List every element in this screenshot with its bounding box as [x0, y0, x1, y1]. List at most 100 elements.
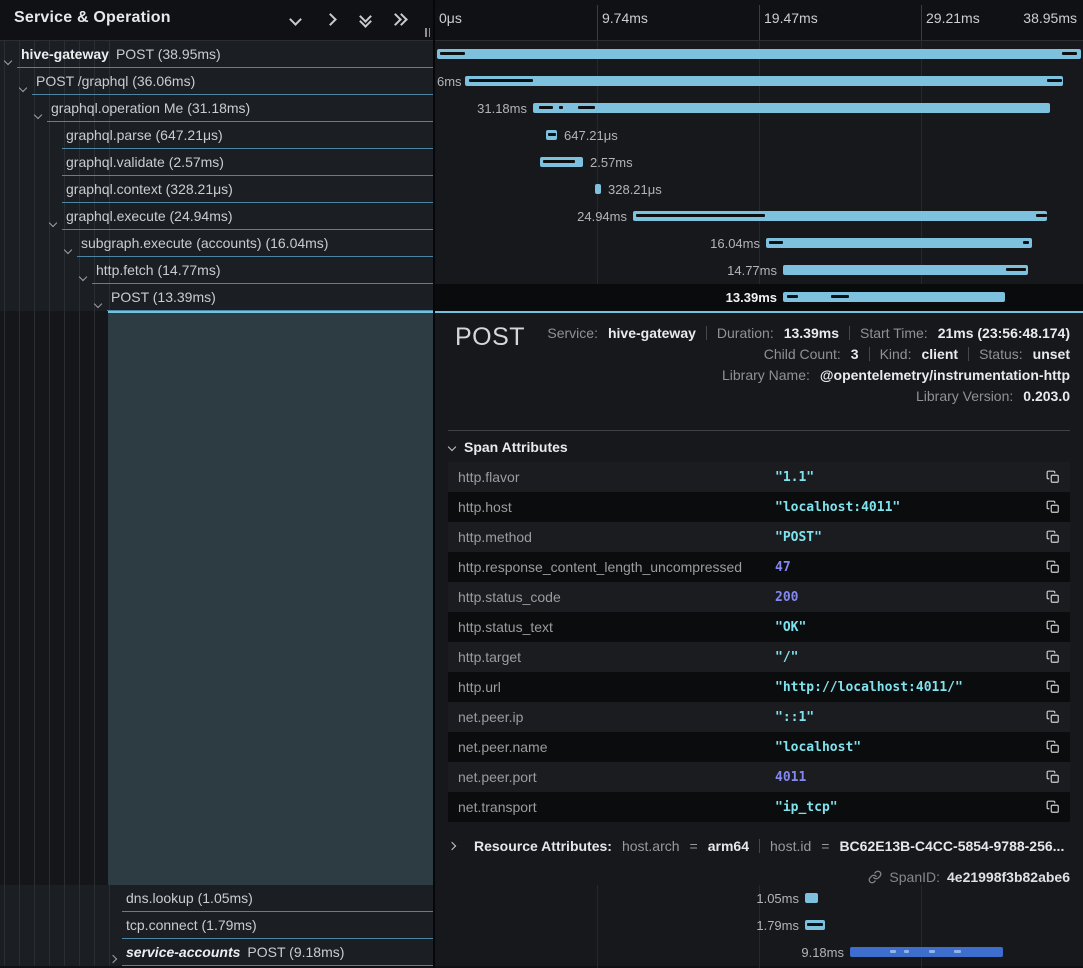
span-timeline-row[interactable]: 24.94ms [435, 203, 1083, 230]
span-tree-row[interactable]: graphql.execute (24.94ms) [0, 203, 433, 230]
span-tree-row[interactable]: graphql.operation Me (31.18ms) [0, 95, 433, 122]
copy-icon[interactable] [1046, 680, 1060, 694]
attribute-value: "http://localhost:4011/" [775, 679, 963, 695]
collapse-one-icon[interactable] [288, 12, 302, 26]
span-duration-bar[interactable] [783, 265, 1028, 275]
attribute-value: "1.1" [775, 469, 815, 485]
tree-header: Service & Operation [0, 0, 433, 41]
span-duration-bar[interactable] [766, 238, 1032, 248]
span-timeline-row[interactable]: 16.04ms [435, 230, 1083, 257]
span-timeline-row[interactable]: 6ms [435, 68, 1083, 95]
span-duration-bar[interactable] [533, 103, 1050, 113]
span-detail-title: POST [455, 323, 526, 351]
resource-attributes-row[interactable]: Resource Attributes: host.arch = arm64 host.… [447, 838, 1064, 854]
span-timeline-row[interactable]: 1.79ms [435, 912, 1083, 939]
meta-separator [759, 839, 760, 853]
chevron-down-icon[interactable] [48, 213, 58, 231]
attribute-value: "OK" [775, 619, 807, 635]
span-tree-row[interactable]: POST (13.39ms) [0, 284, 433, 311]
expand-all-icon[interactable] [389, 12, 408, 26]
copy-icon[interactable] [1046, 470, 1060, 484]
detail-meta-line: Service: hive-gateway Duration: 13.39ms Star… [547, 325, 1070, 341]
attribute-row: net.transport "ip_tcp" [448, 792, 1070, 822]
span-timeline-row[interactable]: 2.57ms [435, 149, 1083, 176]
child-span-marker [904, 950, 909, 953]
attribute-key: http.status_text [458, 619, 553, 635]
child-span-marker [548, 133, 556, 136]
span-duration-bar[interactable] [805, 893, 818, 903]
child-span-marker [831, 295, 849, 298]
child-span-marker [636, 214, 765, 217]
copy-icon[interactable] [1046, 620, 1060, 634]
span-tree-row[interactable]: hive-gateway POST (38.95ms) [0, 41, 433, 68]
expand-one-icon[interactable] [323, 12, 337, 26]
chevron-down-icon[interactable] [3, 51, 13, 69]
copy-icon[interactable] [1046, 590, 1060, 604]
span-tree-row[interactable]: dns.lookup (1.05ms) [0, 885, 433, 912]
timeline-tick-label: 29.21ms [926, 10, 980, 26]
span-timeline-row[interactable]: 1.05ms [435, 885, 1083, 912]
span-tree-row[interactable]: graphql.context (328.21μs) [0, 176, 433, 203]
copy-icon[interactable] [1046, 710, 1060, 724]
span-timeline-row[interactable] [435, 41, 1083, 68]
span-detail-panel: POST Service: hive-gateway Duration: 13.39m… [435, 311, 1083, 885]
span-timeline-row[interactable]: 328.21μs [435, 176, 1083, 203]
span-tree-row[interactable]: subgraph.execute (accounts) (16.04ms) [0, 230, 433, 257]
chevron-down-icon[interactable] [93, 294, 103, 312]
detail-divider [448, 430, 1070, 431]
timeline-tick-label: 38.95ms [1023, 10, 1077, 26]
span-duration-bar[interactable] [595, 184, 601, 194]
resource-value: arm64 [707, 838, 749, 854]
child-span-marker [559, 106, 563, 109]
copy-icon[interactable] [1046, 740, 1060, 754]
attribute-value: 4011 [775, 769, 807, 785]
timeline-gridline [597, 41, 598, 311]
copy-icon[interactable] [1046, 650, 1060, 664]
chevron-right-icon[interactable] [108, 949, 118, 967]
child-span-marker [890, 950, 896, 953]
span-timeline-row[interactable]: 647.21μs [435, 122, 1083, 149]
span-timeline-row[interactable]: 31.18ms [435, 95, 1083, 122]
span-duration-bar[interactable] [633, 211, 1047, 221]
copy-icon[interactable] [1046, 770, 1060, 784]
service-name: hive-gateway [21, 46, 109, 62]
chevron-down-icon[interactable] [33, 105, 43, 123]
span-duration-bar[interactable] [783, 292, 1005, 302]
attribute-value: "ip_tcp" [775, 799, 838, 815]
copy-icon[interactable] [1046, 500, 1060, 514]
chevron-down-icon[interactable] [63, 240, 73, 258]
attribute-value: 200 [775, 589, 799, 605]
meta-value: @opentelemetry/instrumentation-http [819, 367, 1070, 383]
span-tree-row[interactable]: tcp.connect (1.79ms) [0, 912, 433, 939]
span-duration-label: 24.94ms [577, 209, 627, 224]
meta-label: Library Name: [721, 367, 810, 383]
span-timeline-row[interactable]: 13.39ms [435, 284, 1083, 311]
span-duration-bar[interactable] [465, 76, 1063, 86]
attribute-value: "/" [775, 649, 799, 665]
operation-name: graphql.context (328.21μs) [66, 181, 233, 197]
timeline-header-separator [921, 5, 922, 40]
span-duration-bar[interactable] [850, 947, 1003, 957]
span-tree-row[interactable]: http.fetch (14.77ms) [0, 257, 433, 284]
chevron-down-icon[interactable] [18, 78, 28, 96]
link-icon[interactable] [868, 870, 882, 884]
panel-divider[interactable] [433, 0, 435, 968]
meta-label: Library Version: [916, 388, 1014, 404]
copy-icon[interactable] [1046, 560, 1060, 574]
span-duration-bar[interactable] [437, 49, 1081, 59]
span-tree-row[interactable]: graphql.parse (647.21μs) [0, 122, 433, 149]
panel-resize-handle[interactable] [425, 28, 430, 37]
span-tree-row[interactable]: POST /graphql (36.06ms) [0, 68, 433, 95]
span-timeline-row[interactable]: 14.77ms [435, 257, 1083, 284]
collapse-all-icon[interactable] [358, 10, 372, 28]
span-tree-row[interactable]: graphql.validate (2.57ms) [0, 149, 433, 176]
meta-label: Status: [979, 346, 1023, 362]
span-row-label: POST (13.39ms) [107, 284, 433, 311]
timeline-tick-label: 19.47ms [764, 10, 818, 26]
span-attributes-toggle[interactable]: Span Attributes [447, 439, 568, 455]
copy-icon[interactable] [1046, 800, 1060, 814]
chevron-down-icon[interactable] [78, 267, 88, 285]
span-timeline-row[interactable]: 9.18ms [435, 939, 1083, 966]
span-tree-row[interactable]: service-accounts POST (9.18ms) [0, 939, 433, 966]
copy-icon[interactable] [1046, 530, 1060, 544]
